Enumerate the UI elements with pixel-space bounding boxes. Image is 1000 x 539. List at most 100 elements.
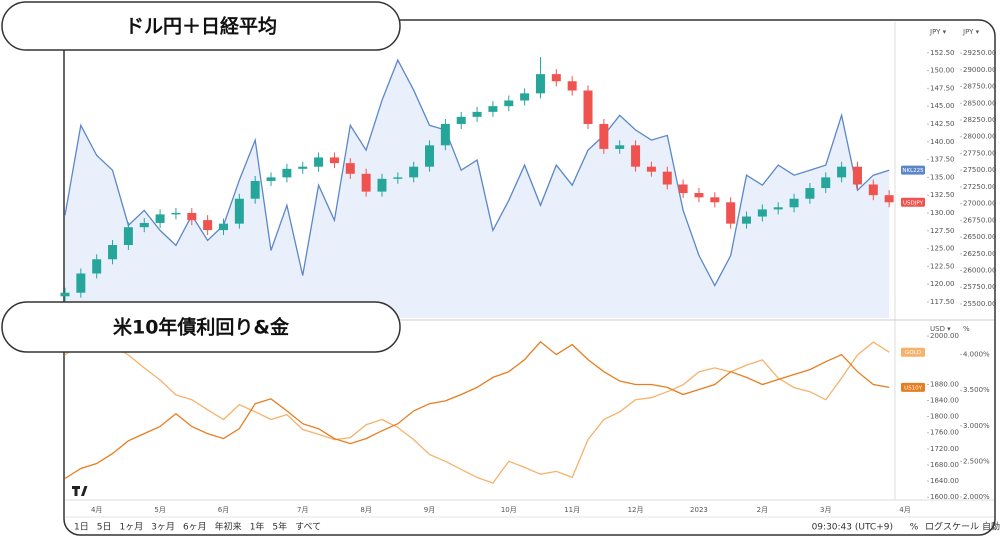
candle-body (218, 223, 228, 231)
range-button[interactable]: 1日 (74, 522, 89, 533)
series-tag (901, 197, 925, 207)
candle-body (551, 74, 561, 82)
y-tick-label: 1600.00 (930, 493, 959, 501)
clock: 09:30:43 (UTC+9) (812, 523, 893, 533)
x-tick-label: 9月 (424, 506, 435, 514)
candle-body (726, 202, 736, 224)
candle-body (662, 171, 672, 185)
y-tick-label: 3.000% (963, 422, 990, 430)
y-tick-label: 27500.00 (963, 166, 996, 174)
title-bubble (1, 1, 401, 51)
candle-body (631, 145, 641, 167)
range-button[interactable]: 6ヶ月 (183, 522, 207, 533)
logo (72, 486, 88, 496)
legend-entry: GOLD (905, 350, 921, 356)
x-tick-label: 2023 (690, 506, 708, 514)
candle-body (773, 207, 783, 210)
candle-body (266, 177, 276, 181)
candle-body (646, 166, 656, 172)
range-button[interactable]: 1年 (250, 521, 265, 533)
candle-body (187, 212, 197, 221)
y-tick-label: 28000.00 (963, 133, 996, 141)
candle-body (472, 111, 482, 117)
legend-entry: NKL225 (902, 168, 924, 174)
candle-body (203, 220, 213, 231)
candle-body (615, 145, 625, 149)
y-tick-label: 26750.00 (963, 216, 996, 224)
y-tick-label: 4.000% (963, 351, 990, 359)
candle-body (250, 180, 260, 199)
candle-body (852, 166, 862, 185)
y-tick-label: 122.50 (930, 262, 955, 270)
y-tick-label: 125.00 (930, 245, 955, 253)
range-button[interactable]: すべて (295, 522, 321, 533)
candle-body (377, 178, 387, 192)
candle-body (837, 166, 847, 178)
candle-body (678, 184, 688, 194)
candle-body (425, 145, 435, 167)
candle-body (361, 173, 371, 192)
candle-body (108, 245, 118, 260)
candle-body (409, 166, 419, 178)
range-button[interactable]: 5日 (97, 522, 112, 533)
candle-body (868, 184, 878, 196)
y-tick-label: 132.50 (930, 191, 955, 199)
y-tick-label: 1800.00 (930, 413, 959, 421)
candle-body (440, 123, 450, 146)
candle-body (805, 188, 815, 199)
x-tick-label: 4月 (899, 506, 910, 514)
y-tick-label: 150.00 (930, 67, 955, 75)
auto-toggle[interactable]: 自動 (982, 521, 1000, 533)
chart-title: 米10年債利回り&金 (113, 316, 290, 339)
candle-body (535, 74, 545, 94)
y-tick-label: 127.50 (930, 227, 955, 235)
candle-body (710, 197, 720, 203)
y-tick-label: 135.00 (930, 173, 955, 181)
y-tick-label: 1760.00 (930, 429, 959, 437)
candle-body (92, 259, 102, 274)
range-button[interactable]: 3ヶ月 (151, 522, 175, 533)
candle-body (393, 177, 403, 179)
y-tick-label: 27250.00 (963, 183, 996, 191)
candle-body (884, 195, 894, 203)
range-button[interactable]: 5年 (272, 521, 287, 533)
candle-body (757, 209, 767, 217)
axis-label: USD ▾ (930, 325, 951, 333)
chart-title: ドル円＋日経平均 (125, 15, 277, 38)
x-tick-label: 12月 (628, 506, 644, 514)
legend-entry: USDJPY (903, 200, 924, 206)
y-tick-label: 26250.00 (963, 250, 996, 258)
candle-body (694, 193, 704, 198)
y-tick-label: 130.00 (930, 209, 955, 217)
range-button[interactable]: 1ヶ月 (119, 522, 143, 533)
x-tick-label: 5月 (154, 506, 165, 514)
series-line (64, 340, 890, 480)
candle-body (488, 106, 498, 112)
y-tick-label: 25750.00 (963, 283, 996, 291)
candle-body (314, 157, 324, 167)
candle-body (123, 227, 133, 246)
axis-label: JPY ▾ (929, 28, 947, 36)
candle-body (298, 166, 308, 169)
y-tick-label: 1640.00 (930, 477, 959, 485)
log-toggle[interactable]: ログスケール (925, 521, 979, 533)
range-button[interactable]: 年初来 (215, 521, 242, 533)
x-tick-label: 11月 (564, 506, 580, 514)
x-tick-label: 4月 (91, 506, 102, 514)
series-tag (901, 165, 925, 175)
y-tick-label: 1840.00 (930, 397, 959, 405)
candle-body (599, 123, 609, 149)
series-tag (901, 382, 925, 392)
candle-body (139, 222, 149, 228)
candle-body (329, 157, 339, 164)
y-tick-label: 2000.00 (930, 332, 959, 340)
percent-toggle[interactable]: % (910, 523, 919, 533)
y-tick-label: 140.00 (930, 138, 955, 146)
y-tick-label: 28250.00 (963, 116, 996, 124)
y-tick-label: 26500.00 (963, 233, 996, 241)
y-tick-label: 27750.00 (963, 149, 996, 157)
x-tick-label: 6月 (218, 506, 229, 514)
x-tick-label: 8月 (360, 506, 371, 514)
y-tick-label: 145.00 (930, 102, 955, 110)
